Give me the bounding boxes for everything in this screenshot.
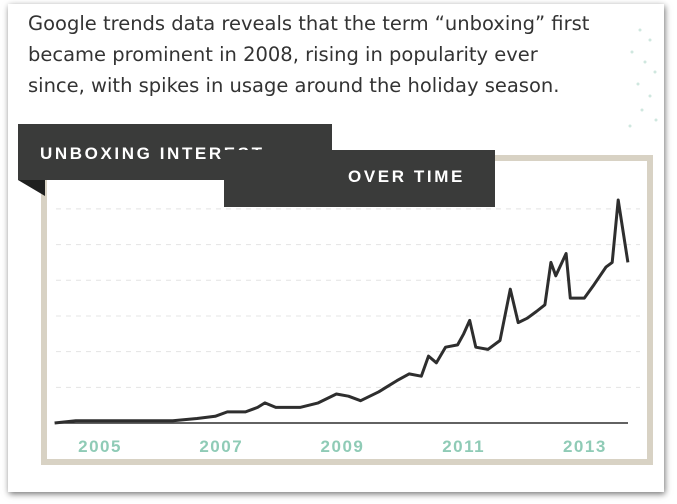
x-tick-label: 2013 bbox=[563, 437, 607, 456]
subtitle-line: Google trends data reveals that the term… bbox=[28, 12, 590, 35]
chart-title: UNBOXING INTEREST bbox=[40, 144, 265, 163]
line bbox=[54, 198, 630, 425]
banner-fold bbox=[18, 180, 45, 196]
chart-title: OVER TIME bbox=[348, 167, 465, 186]
dot-pattern bbox=[628, 28, 658, 128]
banner bbox=[224, 150, 495, 207]
x-tick-label: 2005 bbox=[78, 437, 122, 456]
x-tick-label: 2009 bbox=[321, 437, 365, 456]
subtitle-line: became prominent in 2008, rising in popu… bbox=[28, 43, 539, 66]
subtitle-line: since, with spikes in usage around the h… bbox=[28, 74, 559, 97]
x-tick-label: 2011 bbox=[442, 437, 485, 456]
x-tick-label: 2007 bbox=[199, 437, 243, 456]
